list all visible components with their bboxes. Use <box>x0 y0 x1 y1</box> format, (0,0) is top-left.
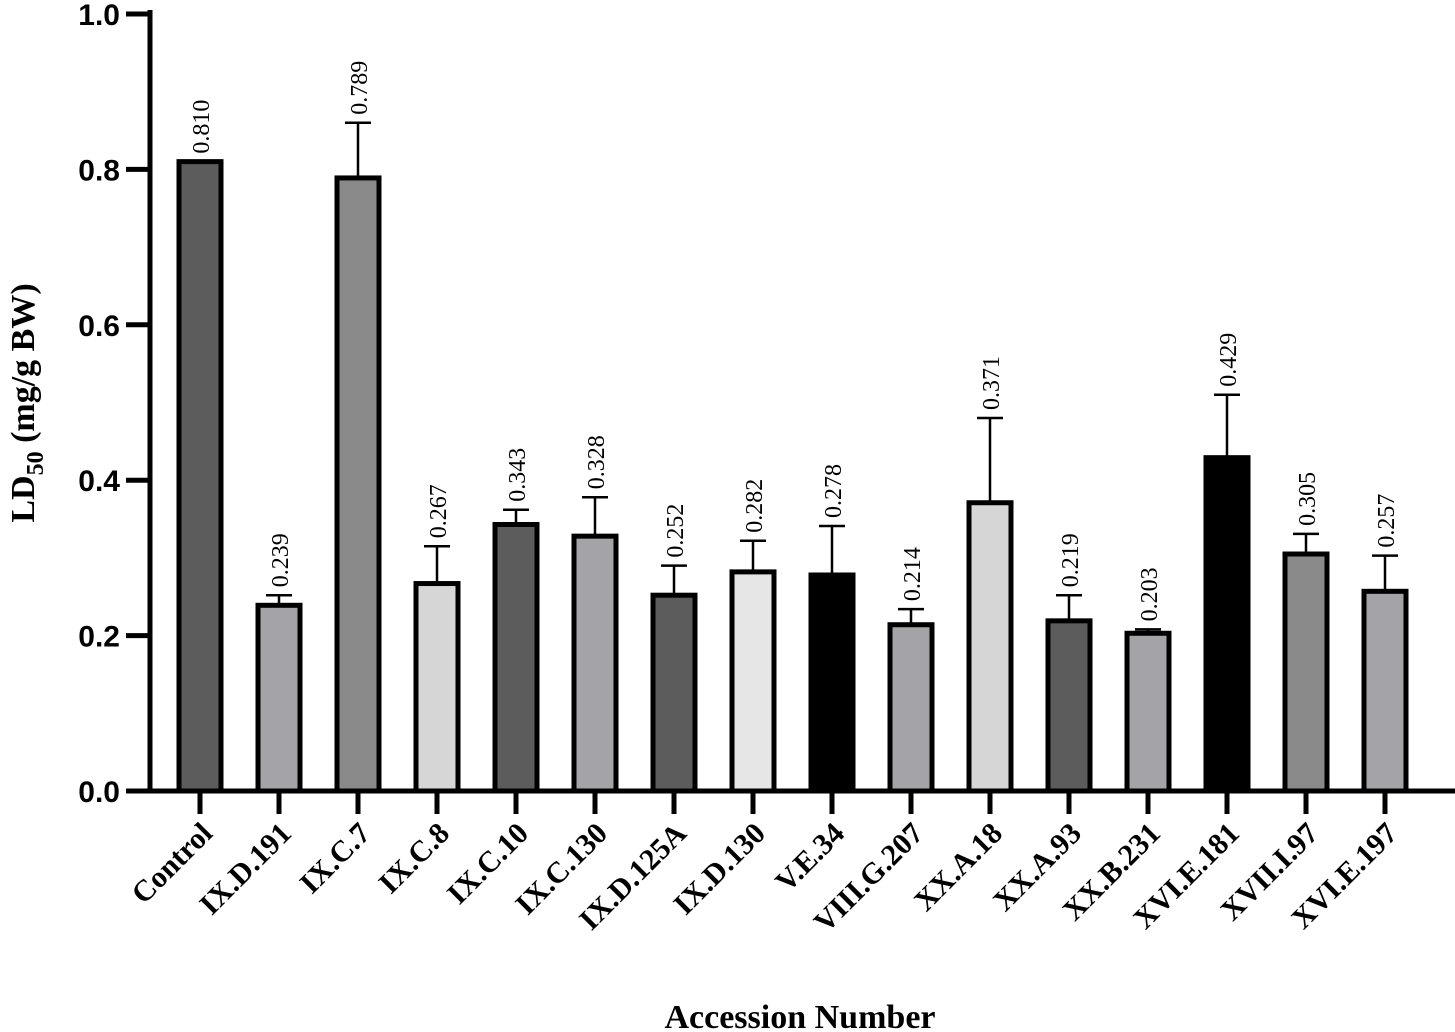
bar-2 <box>334 175 382 794</box>
x-axis-title: Accession Number <box>664 999 935 1032</box>
bar-12 <box>1124 630 1172 794</box>
bar-6 <box>650 592 698 794</box>
bar-1 <box>255 602 303 794</box>
value-label-7: 0.282 <box>742 479 768 533</box>
bar-5 <box>571 533 619 794</box>
y-tick-label-0: 0.0 <box>78 776 120 809</box>
value-label-11: 0.219 <box>1058 533 1084 587</box>
y-tick-label-5: 1.0 <box>78 0 120 32</box>
axes-layer <box>147 10 1455 794</box>
value-label-3: 0.267 <box>426 484 452 538</box>
value-labels-layer: 0.810 0.239 0.789 0.267 0.343 0.328 0.252 0.282… <box>189 61 1400 622</box>
value-label-0: 0.810 <box>189 100 215 154</box>
value-label-6: 0.252 <box>663 504 689 558</box>
bar-0 <box>176 159 224 794</box>
value-label-2: 0.789 <box>347 61 373 115</box>
bars-layer <box>176 159 1409 794</box>
y-tick-label-2: 0.4 <box>78 465 120 498</box>
y-axis-title-main: LD <box>5 475 42 522</box>
y-axis-title: LD50 (mg/g BW) <box>5 283 49 522</box>
value-label-8: 0.278 <box>821 464 847 518</box>
x-ticks-layer: ControlIX.D.191IX.C.7IX.C.8IX.C.10IX.C.1… <box>125 791 1404 939</box>
bar-7 <box>729 569 777 794</box>
bar-13 <box>1203 455 1251 794</box>
y-tick-label-1: 0.2 <box>78 621 120 654</box>
bar-15 <box>1361 588 1409 794</box>
value-label-4: 0.343 <box>505 448 531 502</box>
error-bars-layer <box>187 121 1398 634</box>
value-label-13: 0.429 <box>1216 333 1242 387</box>
bar-4 <box>492 521 540 794</box>
value-label-15: 0.257 <box>1374 494 1400 548</box>
bar-14 <box>1282 551 1330 794</box>
bar-8 <box>808 572 856 794</box>
bar-3 <box>413 581 461 794</box>
y-tick-label-3: 0.6 <box>78 310 120 343</box>
bar-10 <box>966 500 1014 794</box>
value-label-1: 0.239 <box>268 533 294 587</box>
bar-11 <box>1045 618 1093 794</box>
y-axis-title-sub: 50 <box>23 451 49 475</box>
value-label-9: 0.214 <box>900 547 926 601</box>
category-label-2: IX.C.7 <box>294 817 377 900</box>
value-label-12: 0.203 <box>1137 567 1163 621</box>
bar-9 <box>887 622 935 794</box>
value-label-5: 0.328 <box>584 435 610 489</box>
y-ticks-layer: 0.0 0.2 0.4 0.6 0.8 1.0 <box>78 0 150 809</box>
y-tick-label-4: 0.8 <box>78 154 120 187</box>
value-label-14: 0.305 <box>1295 472 1321 526</box>
y-axis-title-rest: (mg/g BW) <box>5 283 42 451</box>
value-label-10: 0.371 <box>979 356 1005 410</box>
